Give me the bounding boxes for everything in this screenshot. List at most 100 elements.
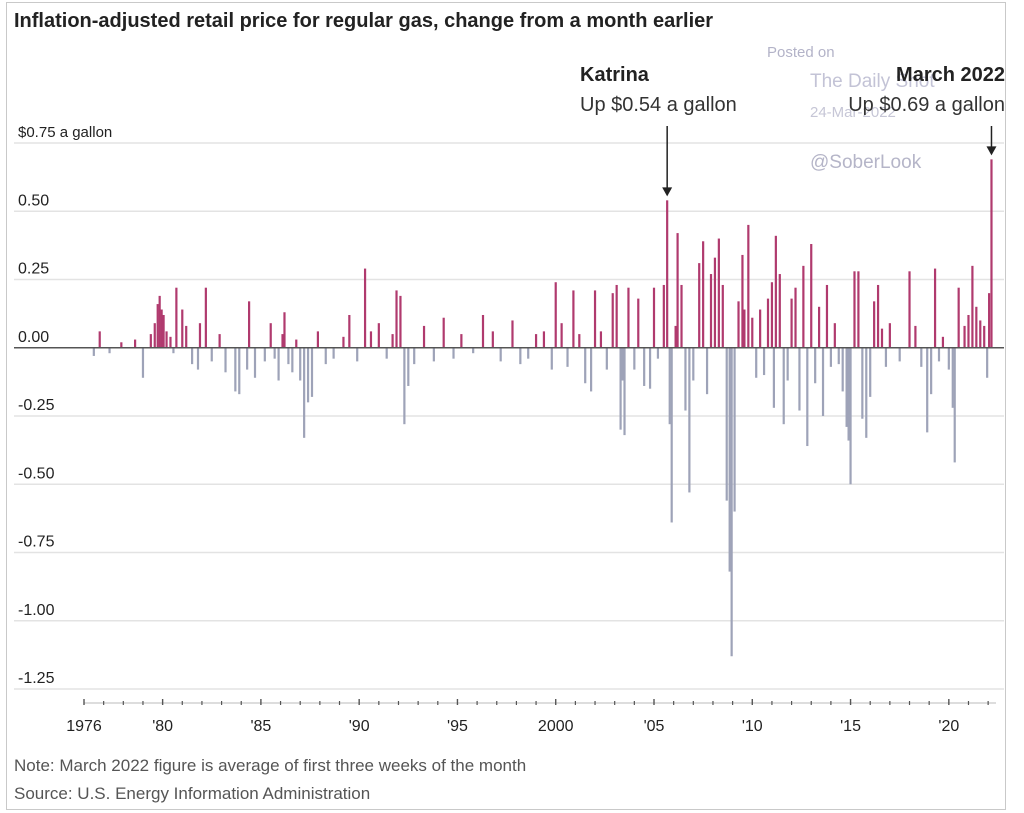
bar-positive: [269, 323, 272, 348]
bar-negative: [621, 347, 624, 381]
bar-negative: [332, 347, 335, 359]
bar-positive: [963, 325, 966, 348]
bar-negative: [234, 347, 237, 392]
bar-positive: [98, 331, 101, 348]
bar-negative: [947, 347, 950, 370]
bar-positive: [627, 287, 630, 348]
bar-positive: [422, 325, 426, 348]
bar-positive: [162, 314, 165, 348]
bar-positive: [873, 301, 876, 348]
bar-negative: [403, 347, 406, 425]
bar-positive: [578, 334, 581, 348]
bar-positive: [983, 325, 986, 348]
x-tick-label: '80: [152, 718, 173, 735]
bar-negative: [930, 347, 933, 395]
bar-positive: [709, 274, 713, 348]
bar-negative: [605, 347, 608, 370]
bar-positive: [283, 312, 286, 348]
y-tick-label: -0.75: [18, 534, 55, 551]
bar-negative: [550, 347, 553, 370]
y-tick-label: -1.25: [18, 670, 55, 687]
bar-negative: [623, 347, 626, 436]
gridlines: [14, 142, 1004, 690]
bar-negative: [291, 347, 294, 373]
bar-negative: [798, 347, 801, 411]
bar-positive: [169, 336, 172, 348]
bar-positive: [481, 314, 485, 348]
bar-positive: [717, 238, 720, 348]
bar-negative: [986, 347, 989, 378]
bar-positive: [248, 301, 251, 348]
bar-positive: [218, 334, 221, 348]
bar-negative: [385, 347, 388, 359]
y-tick-label: 0.25: [18, 261, 49, 278]
bar-positive: [833, 323, 836, 348]
annotation-arrowhead: [662, 187, 673, 197]
watermark-posted-label: Posted on: [767, 44, 835, 61]
watermark-handle: @SoberLook: [810, 152, 922, 173]
bar-negative: [499, 347, 502, 362]
bar-negative: [191, 347, 194, 365]
bar-positive: [395, 290, 398, 348]
bar-negative: [648, 347, 652, 389]
bar-positive: [743, 309, 746, 348]
bar-positive: [908, 271, 911, 348]
bar-positive: [149, 334, 152, 348]
x-axis: 1976 '80 '85 '90 '95 2000 '05 '10 '15 '20: [66, 699, 996, 735]
x-tick-label: '15: [840, 718, 861, 735]
y-tick-label: -0.25: [18, 397, 55, 414]
bar-negative: [172, 347, 175, 354]
bar-negative: [324, 347, 327, 365]
bar-negative: [730, 347, 733, 657]
bar-positive: [990, 159, 993, 348]
bar-negative: [849, 347, 852, 485]
bar-positive: [391, 334, 394, 348]
bar-negative: [619, 347, 622, 430]
x-tick-label: '20: [938, 718, 959, 735]
bar-negative: [196, 347, 200, 370]
bar-positive: [880, 328, 884, 348]
chart-source: Source: U.S. Energy Information Administ…: [14, 784, 371, 803]
bar-positive: [295, 339, 298, 348]
annotation-title: March 2022: [896, 64, 1005, 86]
annotation-text: Up $0.69 a gallon: [848, 94, 1005, 116]
bar-negative: [287, 347, 290, 365]
bar-negative: [937, 347, 941, 362]
bar-positive: [185, 325, 188, 348]
bar-positive: [181, 309, 184, 348]
x-tick-label: 2000: [538, 718, 574, 735]
y-tick-label: 0.00: [18, 329, 49, 346]
y-axis-labels: $0.75 a gallon 0.50 0.25 0.00 -0.25 -0.50 -0.7…: [18, 124, 112, 687]
bar-negative: [705, 347, 709, 395]
bar-negative: [566, 347, 569, 367]
bar-positive: [933, 268, 937, 348]
bar-positive: [810, 244, 813, 348]
bar-positive: [460, 334, 463, 348]
bar-negative: [407, 347, 410, 386]
bar-negative: [413, 347, 416, 365]
bar-negative: [951, 347, 954, 408]
bar-positive: [348, 314, 351, 348]
bar-positive: [165, 331, 168, 348]
bar-positive: [676, 233, 679, 348]
bar-positive: [554, 282, 557, 348]
bar-negative: [684, 347, 687, 411]
chart-frame: [6, 2, 1006, 810]
bar-negative: [920, 347, 923, 367]
bar-negative: [926, 347, 929, 433]
bar-negative: [692, 347, 695, 381]
bar-negative: [306, 347, 310, 403]
y-tick-label: $0.75 a gallon: [18, 124, 112, 141]
bar-positive: [399, 295, 402, 348]
bar-positive: [774, 235, 777, 348]
bar-positive: [794, 287, 797, 348]
bar-negative: [821, 347, 825, 416]
bar-positive: [790, 298, 793, 348]
bar-negative: [303, 347, 306, 438]
bar-negative: [782, 347, 785, 425]
bar-negative: [829, 347, 832, 367]
bar-negative: [733, 347, 736, 512]
bar-negative: [898, 347, 901, 362]
annotation-arrowhead: [986, 146, 997, 156]
bar-negative: [633, 347, 636, 370]
